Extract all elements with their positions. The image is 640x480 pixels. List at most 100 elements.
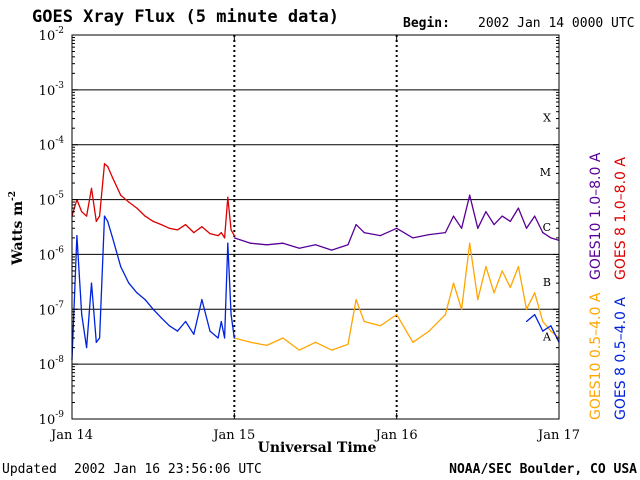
chart-grid [72,35,559,419]
y-tick-label: 10-2 [39,26,64,44]
series-point [103,215,106,217]
series-point [144,299,146,301]
series-point [517,265,520,268]
series-point [128,201,130,203]
series-point [461,227,463,229]
series-point [111,177,114,179]
series-point [128,282,130,284]
series-point [185,320,187,323]
series-point [534,314,536,316]
series-point [428,330,430,332]
series-point [485,211,487,213]
series-point [103,163,106,165]
series-point [120,265,122,268]
series-point [347,244,349,246]
series-point [223,337,226,339]
series-point [193,333,195,335]
flare-class-label: X [543,111,551,124]
series-point [314,341,317,343]
flare-class-label: M [540,166,551,179]
series-point [160,317,162,319]
series-point [355,223,357,226]
y-tick-label: 10-7 [39,300,65,318]
series-point [379,325,382,327]
series-point [81,314,83,316]
series-point [379,235,382,237]
flare-class-label: C [543,221,551,234]
series-point [485,265,487,268]
series-point [217,337,219,339]
series-point [542,320,544,323]
begin-label: Begin: [403,16,450,31]
series-point [501,215,503,217]
series-point [136,292,138,294]
series-point [120,194,122,196]
legend-goes8-long: GOES 8 1.0–8.0 A [613,157,629,280]
series-point [176,229,179,231]
series-point [477,299,479,301]
series-point [233,337,235,339]
legend-goes10-short: GOES10 0.5–4.0 A [588,292,604,420]
x-axis-label: Universal Time [258,440,377,456]
series-point [90,282,93,284]
series-point [396,227,398,229]
series-point [86,215,88,217]
y-tick-label: 10-5 [39,191,65,209]
series-point [452,282,455,284]
legend-label: GOES 8 0.5–4.0 A [613,297,629,420]
series-point [469,194,471,196]
series-point [227,196,229,198]
series-point [314,244,317,246]
series-point [107,220,109,223]
series-point [347,343,349,345]
x-tick-label: Jan 16 [374,428,418,443]
series-point [396,314,398,316]
y-tick-label: 10-6 [39,245,65,263]
y-axis-label-group: Watts m-2 [8,191,26,266]
series-point [452,215,455,217]
chart-series [71,163,560,361]
series-point [185,223,187,226]
series-point [525,320,528,323]
chart-title: GOES Xray Flux (5 minute data) [32,7,339,27]
y-axis-label-base: Watts m [10,201,26,266]
series-point [249,341,252,343]
series-point [525,308,528,310]
credit-text: NOAA/SEC Boulder, CO USA [449,462,637,477]
series-point [209,232,211,235]
x-tick-label: Jan 14 [49,428,93,443]
updated-value: 2002 Jan 16 23:56:06 UTC [74,462,262,477]
series-point [363,231,365,234]
series-point [144,215,146,217]
legend-label: GOES10 0.5–4.0 A [588,292,604,420]
series-point [517,207,520,209]
updated-label: Updated [2,462,57,477]
series-point [223,237,226,239]
series-point [209,330,211,332]
series-point [509,220,511,223]
series-point [233,237,235,239]
series-point [193,231,195,234]
series-point [428,233,430,236]
series-point [266,244,268,246]
series-point [363,320,365,323]
plot-frame [71,34,560,420]
legend-label: GOES10 1.0–8.0 A [588,152,604,280]
series-point [152,220,154,223]
series-point [230,314,232,316]
series-point [81,211,83,213]
series-point [525,227,528,229]
flare-class-label: B [543,276,551,289]
series-point [477,227,479,229]
series-point [542,330,544,332]
y-axis-label: Watts m-2 [8,191,26,266]
series-point [282,337,284,339]
series-point [298,247,300,249]
x-tick-label: Jan 15 [211,428,255,443]
series-point [550,325,552,327]
y-tick-label: 10-9 [39,410,65,428]
series-point [501,270,503,272]
series-point [493,292,495,294]
series-point [98,215,101,217]
